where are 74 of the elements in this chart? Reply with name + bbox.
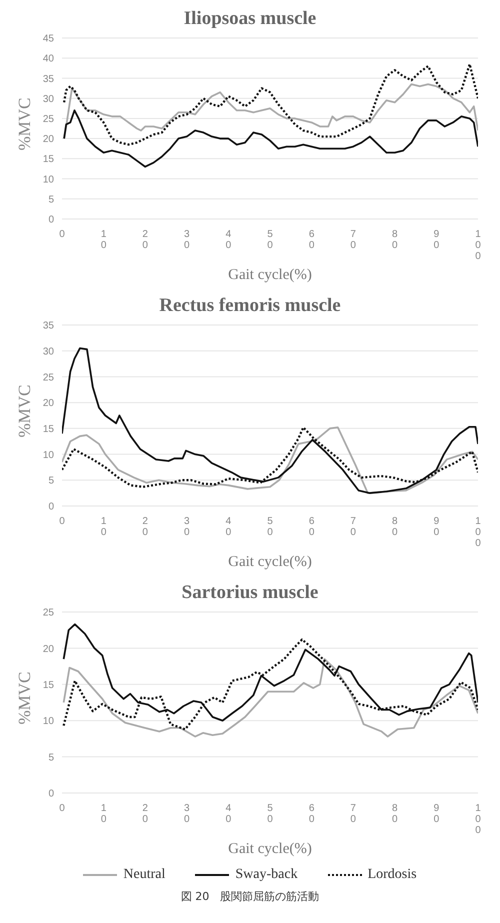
y-tick-label: 40 (42, 54, 54, 65)
x-tick-label: 5 0 (267, 229, 274, 251)
x-tick-label: 3 0 (184, 516, 190, 538)
x-tick-label: 9 0 (434, 803, 440, 825)
y-tick-label: 25 (42, 372, 54, 384)
y-tick-label: 45 (42, 34, 54, 45)
legend-label: Sway-back (234, 867, 298, 883)
chart-title: Sartorius muscle (180, 582, 320, 604)
legend-label: Lordosis (366, 867, 417, 883)
y-tick-label: 25 (42, 114, 54, 125)
line-series (62, 658, 478, 738)
chart-title: Iliopsoas muscle (182, 8, 318, 30)
y-tick-label: 5 (48, 752, 54, 764)
y-tick-label: 15 (42, 424, 54, 435)
y-tick-label: 20 (42, 398, 54, 410)
x-tick-label: 5 0 (267, 516, 274, 538)
y-tick-label: 15 (42, 154, 54, 166)
y-axis-title: %MVC (15, 98, 34, 150)
x-tick-label: 2 0 (142, 229, 148, 251)
y-axis-title: %MVC (15, 672, 34, 724)
x-tick-label: 7 0 (350, 516, 356, 538)
y-tick-label: 30 (42, 346, 54, 358)
x-tick-label: 1 0 0 (475, 229, 482, 262)
line-series (62, 63, 478, 146)
x-tick-label: 1 0 (100, 516, 107, 538)
y-tick-label: 0 (48, 214, 54, 226)
x-tick-label: 8 0 (392, 516, 398, 538)
x-tick-label: 9 0 (434, 229, 440, 251)
x-tick-label: 0 (59, 516, 66, 527)
y-tick-label: 5 (48, 194, 54, 206)
y-tick-label: 10 (42, 450, 54, 461)
legend-label: Neutral (122, 867, 166, 883)
x-tick-label: 6 0 (308, 803, 315, 825)
x-tick-label: 5 0 (267, 803, 274, 825)
x-tick-label: 3 0 (184, 803, 190, 825)
y-tick-label: 20 (42, 644, 54, 655)
x-tick-label: 4 0 (226, 229, 232, 251)
x-tick-label: 6 0 (308, 516, 315, 538)
x-tick-label: 1 0 0 (475, 516, 482, 549)
x-axis-title: Gait cycle(%) (228, 841, 312, 857)
x-tick-label: 3 0 (184, 229, 190, 251)
x-tick-label: 1 0 (100, 229, 107, 251)
x-tick-label: 4 0 (226, 516, 232, 538)
caption: 図 20 股関節屈筋の筋活動 (180, 889, 320, 904)
y-tick-label: 35 (42, 74, 54, 85)
y-tick-label: 20 (42, 134, 54, 146)
y-tick-label: 0 (48, 502, 54, 513)
y-tick-label: 0 (48, 788, 54, 800)
x-axis-title: Gait cycle(%) (228, 554, 312, 570)
x-tick-label: 2 0 (142, 803, 148, 825)
y-tick-label: 10 (42, 174, 54, 186)
x-tick-label: 6 0 (308, 229, 315, 251)
x-tick-label: 2 0 (142, 516, 148, 538)
y-axis-title: %MVC (15, 384, 34, 438)
x-tick-label: 8 0 (392, 803, 398, 825)
x-tick-label: 9 0 (434, 516, 440, 538)
y-tick-label: 35 (42, 320, 54, 332)
x-tick-label: 7 0 (350, 803, 356, 825)
x-tick-label: 1 0 0 (475, 803, 482, 836)
x-tick-label: 8 0 (392, 229, 398, 251)
y-tick-label: 10 (42, 716, 54, 728)
x-tick-label: 0 (59, 229, 66, 240)
x-axis-title: Gait cycle(%) (228, 267, 312, 283)
x-tick-label: 4 0 (226, 803, 232, 825)
line-series (63, 110, 478, 168)
y-tick-label: 30 (42, 94, 54, 105)
chart-title: Rectus femoris muscle (158, 295, 342, 317)
y-tick-label: 15 (42, 680, 54, 691)
x-tick-label: 7 0 (350, 229, 356, 251)
line-series (62, 347, 478, 494)
y-tick-label: 5 (48, 476, 54, 487)
x-tick-label: 1 0 (100, 803, 107, 825)
y-tick-label: 25 (42, 608, 54, 619)
x-tick-label: 0 (59, 803, 66, 814)
